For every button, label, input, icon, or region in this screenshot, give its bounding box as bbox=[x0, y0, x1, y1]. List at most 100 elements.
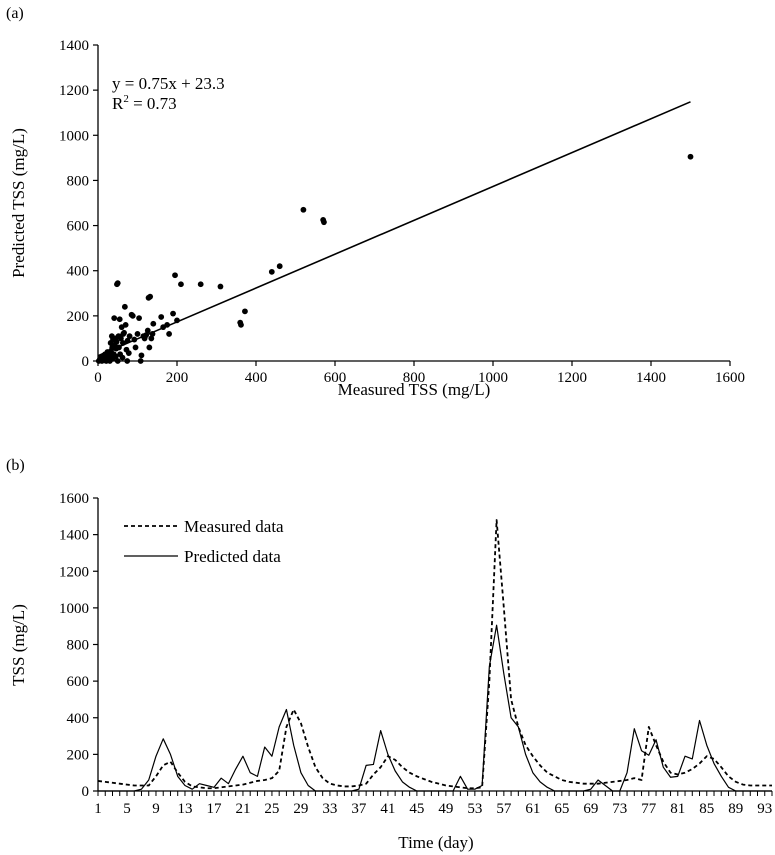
r-squared-value: = 0.73 bbox=[129, 94, 177, 113]
scatter-point bbox=[268, 268, 275, 275]
panel-b-legend: Measured data Predicted data bbox=[124, 517, 284, 566]
scatter-point bbox=[242, 308, 248, 315]
panel-a-x-tick-label: 200 bbox=[166, 370, 189, 386]
panel-b-x-tick-label: 53 bbox=[467, 801, 482, 817]
panel-b-x-tick-label: 93 bbox=[757, 801, 772, 817]
scatter-point bbox=[136, 315, 142, 322]
panel-b-y-tick-label: 1000 bbox=[59, 601, 89, 617]
scatter-point bbox=[143, 332, 150, 338]
scatter-point bbox=[125, 350, 132, 356]
scatter-point bbox=[178, 281, 184, 288]
scatter-point bbox=[217, 283, 224, 290]
scatter-point bbox=[119, 354, 126, 361]
panel-b-x-tick-label: 89 bbox=[728, 801, 743, 817]
panel-b-x-tick-label: 9 bbox=[152, 801, 160, 817]
panel-b-y-tick-label: 200 bbox=[67, 747, 90, 763]
panel-b-x-tick-label: 33 bbox=[322, 801, 337, 817]
scatter-point bbox=[147, 293, 154, 300]
r-squared-label: R2 = 0.73 bbox=[112, 93, 177, 113]
scatter-point bbox=[144, 327, 151, 334]
panel-a-label: (a) bbox=[6, 5, 24, 22]
scatter-point bbox=[119, 340, 126, 346]
panel-a-y-tick-label: 1400 bbox=[59, 38, 89, 54]
scatter-point bbox=[113, 338, 120, 345]
panel-a-y-tick-label: 400 bbox=[67, 264, 90, 280]
scatter-point bbox=[174, 317, 180, 324]
scatter-point bbox=[150, 320, 157, 327]
panel-a-x-tick-label: 1200 bbox=[557, 370, 587, 386]
panel-a-x-tick-label: 400 bbox=[245, 370, 268, 386]
scatter-point bbox=[687, 153, 694, 160]
panel-a-x-tick-label: 1400 bbox=[636, 370, 666, 386]
scatter-point bbox=[121, 303, 128, 310]
scatter-point bbox=[172, 272, 178, 279]
panel-b-x-ticks: 1 5 9 13 17 21 25 29 33 37 41 45 49 53 57 61 65 69 73 77 81 8… bbox=[94, 791, 773, 817]
panel-a-y-tick-label: 200 bbox=[67, 309, 90, 325]
scatter-point bbox=[112, 353, 119, 360]
scatter-point bbox=[116, 316, 123, 323]
panel-a-y-tick-label: 1000 bbox=[59, 128, 89, 144]
panel-a-x-tick-label: 600 bbox=[324, 370, 347, 386]
panel-b-y-ticks: 0 200 400 600 800 1000 1200 1400 1600 bbox=[59, 491, 98, 800]
legend-predicted-label: Predicted data bbox=[184, 547, 281, 566]
scatter-point bbox=[166, 331, 173, 337]
scatter-point bbox=[238, 321, 244, 328]
regression-equation: y = 0.75x + 23.3 bbox=[112, 74, 225, 93]
scatter-point bbox=[149, 331, 156, 337]
panel-a-y-axis-label: Predicted TSS (mg/L) bbox=[9, 128, 28, 278]
scatter-point bbox=[121, 329, 127, 336]
predicted-data-line bbox=[98, 624, 772, 792]
scatter-point bbox=[164, 321, 171, 328]
scatter-point bbox=[158, 314, 165, 320]
panel-a-plot-area bbox=[95, 101, 694, 364]
panel-b-x-tick-label: 5 bbox=[123, 801, 131, 817]
panel-a-x-tick-label: 800 bbox=[403, 370, 426, 386]
scatter-point bbox=[138, 352, 145, 359]
panel-b-x-tick-label: 41 bbox=[380, 801, 395, 817]
panel-b-x-tick-label: 49 bbox=[438, 801, 453, 817]
panel-b-x-tick-label: 85 bbox=[699, 801, 714, 817]
panel-b-x-tick-label: 57 bbox=[496, 801, 512, 817]
scatter-point bbox=[276, 263, 283, 270]
panel-a-y-tick-label: 0 bbox=[82, 354, 90, 370]
panel-b-y-tick-label: 1200 bbox=[59, 564, 89, 580]
panel-b-x-tick-label: 65 bbox=[554, 801, 569, 817]
legend-measured-label: Measured data bbox=[184, 517, 284, 536]
scatter-point bbox=[124, 337, 131, 344]
panel-a-x-ticks: 0 200 400 600 800 1000 1200 1400 1600 bbox=[94, 361, 745, 386]
scatter-point bbox=[114, 280, 121, 287]
panel-a-x-tick-label: 0 bbox=[94, 370, 102, 386]
panel-b-x-tick-label: 37 bbox=[351, 801, 367, 817]
panel-a-x-axis-label: Measured TSS (mg/L) bbox=[338, 380, 491, 399]
scatter-point bbox=[129, 312, 136, 319]
panel-a-y-tick-label: 800 bbox=[67, 173, 90, 189]
scatter-point bbox=[148, 335, 155, 342]
panel-b-x-tick-label: 69 bbox=[583, 801, 598, 817]
panel-b-y-tick-label: 1400 bbox=[59, 528, 89, 544]
panel-b-x-axis-label: Time (day) bbox=[398, 833, 473, 852]
panel-a-y-tick-label: 1200 bbox=[59, 83, 89, 99]
scatter-point bbox=[111, 315, 118, 322]
scatter-point bbox=[132, 344, 139, 351]
panel-b-x-tick-label: 29 bbox=[293, 801, 308, 817]
panel-b-x-tick-label: 61 bbox=[525, 801, 540, 817]
scatter-point bbox=[118, 335, 124, 342]
scatter-point bbox=[170, 310, 176, 317]
scatter-point bbox=[126, 333, 133, 340]
panel-a-y-tick-label: 600 bbox=[67, 219, 90, 235]
panel-b-y-tick-label: 0 bbox=[82, 784, 90, 800]
panel-b-y-tick-label: 600 bbox=[67, 674, 90, 690]
panel-b-y-tick-label: 800 bbox=[67, 638, 90, 654]
panel-b-y-tick-label: 400 bbox=[67, 711, 90, 727]
panel-a: (a) 0 200 400 600 800 1000 1200 1400 0 200 400 600… bbox=[6, 5, 745, 399]
scatter-point bbox=[122, 321, 129, 328]
scatter-point bbox=[197, 281, 204, 288]
scatter-point bbox=[321, 219, 327, 226]
r-squared-sup: 2 bbox=[123, 93, 129, 105]
panel-a-y-ticks: 0 200 400 600 800 1000 1200 1400 bbox=[59, 38, 98, 370]
panel-b-x-tick-label: 77 bbox=[641, 801, 657, 817]
scatter-point bbox=[116, 344, 122, 351]
panel-b-x-tick-label: 25 bbox=[264, 801, 279, 817]
